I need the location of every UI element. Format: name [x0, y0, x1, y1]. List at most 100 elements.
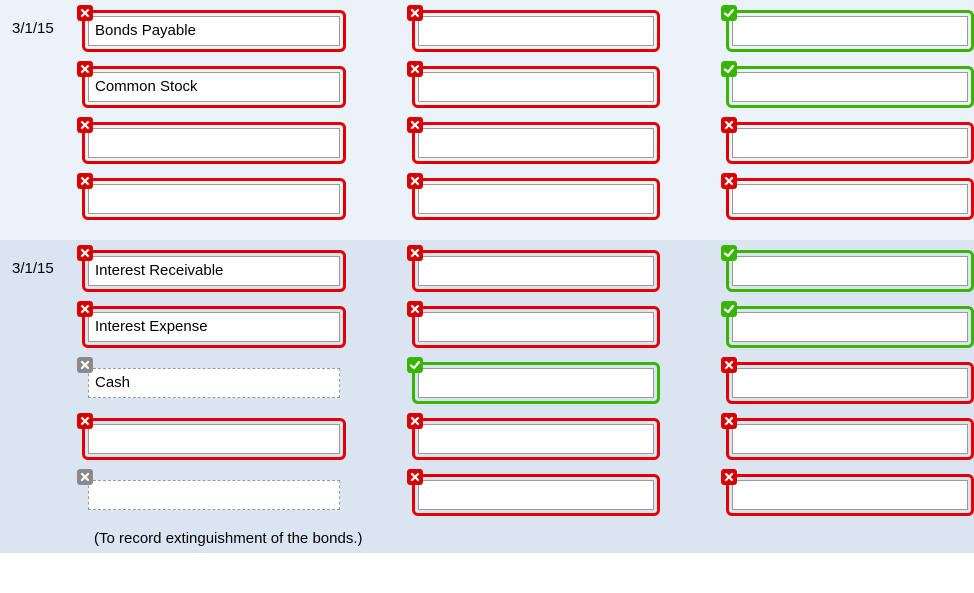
section-a: 3/1/15 Bonds Payable Common Stock [0, 0, 974, 240]
credit-input[interactable] [732, 480, 968, 510]
credit-input[interactable] [732, 184, 968, 214]
debit-input[interactable] [418, 312, 654, 342]
account-cell [82, 418, 346, 460]
credit-frame [726, 474, 974, 516]
debit-cell [412, 418, 660, 460]
entry-fields [82, 474, 974, 516]
x-icon [721, 357, 737, 373]
debit-frame [412, 250, 660, 292]
account-frame: Bonds Payable [82, 10, 346, 52]
account-input[interactable]: Interest Expense [88, 312, 340, 342]
credit-cell [726, 178, 974, 220]
account-input[interactable]: Common Stock [88, 72, 340, 102]
check-icon [407, 357, 423, 373]
debit-frame [412, 10, 660, 52]
entry-row: Common Stock [12, 66, 962, 108]
account-input[interactable] [88, 480, 340, 510]
entry-row: Interest Expense [12, 306, 962, 348]
debit-cell [412, 10, 660, 52]
debit-input[interactable] [418, 424, 654, 454]
credit-input[interactable] [732, 368, 968, 398]
credit-input[interactable] [732, 128, 968, 158]
debit-frame [412, 306, 660, 348]
entry-fields [82, 178, 974, 220]
debit-input[interactable] [418, 368, 654, 398]
debit-frame [412, 474, 660, 516]
check-icon [721, 245, 737, 261]
credit-frame [726, 122, 974, 164]
account-frame: Common Stock [82, 66, 346, 108]
date-label [12, 306, 82, 316]
account-cell [82, 178, 346, 220]
check-icon [721, 61, 737, 77]
x-icon [407, 413, 423, 429]
account-input[interactable]: Cash [88, 368, 340, 398]
credit-cell [726, 10, 974, 52]
debit-input[interactable] [418, 256, 654, 286]
credit-input[interactable] [732, 312, 968, 342]
credit-cell [726, 66, 974, 108]
credit-frame [726, 250, 974, 292]
debit-cell [412, 66, 660, 108]
x-icon [407, 245, 423, 261]
x-icon [77, 469, 93, 485]
credit-frame [726, 306, 974, 348]
x-icon [407, 61, 423, 77]
debit-input[interactable] [418, 128, 654, 158]
debit-frame [412, 66, 660, 108]
debit-input[interactable] [418, 480, 654, 510]
x-icon [77, 245, 93, 261]
date-label [12, 122, 82, 132]
credit-cell [726, 418, 974, 460]
credit-frame [726, 10, 974, 52]
account-frame: Interest Receivable [82, 250, 346, 292]
x-icon [77, 173, 93, 189]
debit-input[interactable] [418, 16, 654, 46]
debit-cell [412, 122, 660, 164]
x-icon [407, 469, 423, 485]
section-b: 3/1/15 Interest Receivable Interest Expe… [0, 240, 974, 553]
x-icon [77, 61, 93, 77]
credit-input[interactable] [732, 256, 968, 286]
credit-cell [726, 362, 974, 404]
x-icon [77, 301, 93, 317]
x-icon [407, 173, 423, 189]
x-icon [77, 413, 93, 429]
check-icon [721, 5, 737, 21]
entry-row [12, 122, 962, 164]
credit-cell [726, 474, 974, 516]
account-frame [82, 178, 346, 220]
account-input[interactable]: Bonds Payable [88, 16, 340, 46]
x-icon [407, 5, 423, 21]
account-frame [82, 122, 346, 164]
x-icon [721, 413, 737, 429]
account-input[interactable]: Interest Receivable [88, 256, 340, 286]
date-label [12, 474, 82, 484]
debit-cell [412, 178, 660, 220]
date-label [12, 178, 82, 188]
account-input[interactable] [88, 184, 340, 214]
debit-frame [412, 418, 660, 460]
x-icon [77, 5, 93, 21]
account-cell [82, 122, 346, 164]
entry-fields: Cash [82, 362, 974, 404]
credit-input[interactable] [732, 72, 968, 102]
credit-input[interactable] [732, 424, 968, 454]
credit-cell [726, 122, 974, 164]
account-frame [82, 418, 346, 460]
debit-cell [412, 362, 660, 404]
debit-input[interactable] [418, 72, 654, 102]
account-input[interactable] [88, 128, 340, 158]
journal-entry-grid: 3/1/15 Bonds Payable Common Stock [0, 0, 974, 553]
entry-row: 3/1/15 Bonds Payable [12, 10, 962, 52]
debit-input[interactable] [418, 184, 654, 214]
account-cell: Cash [82, 362, 346, 404]
credit-cell [726, 250, 974, 292]
account-input[interactable] [88, 424, 340, 454]
credit-frame [726, 418, 974, 460]
entry-fields: Interest Expense [82, 306, 974, 348]
credit-input[interactable] [732, 16, 968, 46]
x-icon [77, 117, 93, 133]
debit-frame [412, 362, 660, 404]
date-label: 3/1/15 [12, 250, 82, 277]
